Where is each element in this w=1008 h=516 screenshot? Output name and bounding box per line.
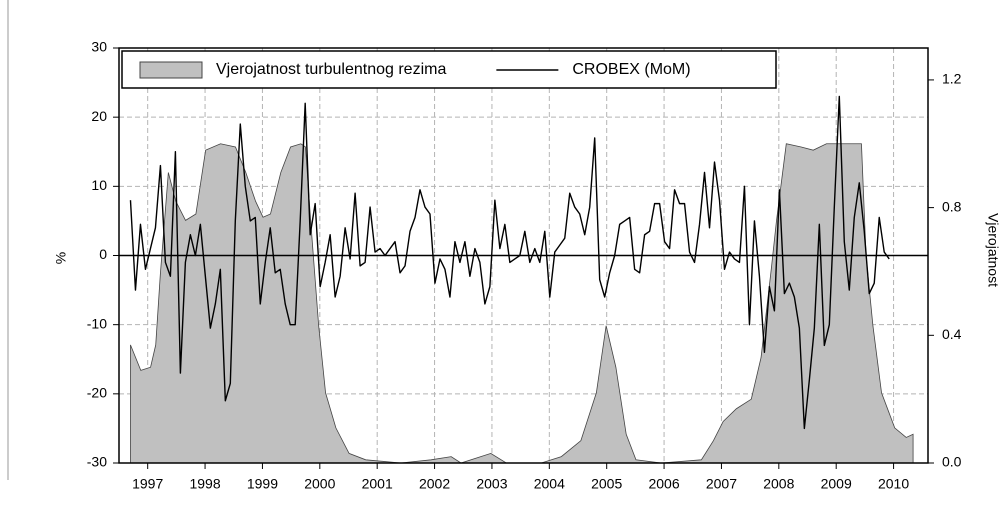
x-tick-label: 2005: [591, 476, 622, 492]
legend-box: [121, 50, 777, 89]
legend: Vjerojatnost turbulentnog rezima CROBEX (…: [121, 50, 777, 89]
y2-tick-label: 1.2: [942, 71, 962, 87]
x-tick-label: 2002: [419, 476, 450, 492]
x-tick-label: 2001: [362, 476, 393, 492]
x-tick-label: 2007: [706, 476, 737, 492]
y-tick-label: 10: [91, 177, 107, 193]
y-tick-label: -30: [87, 454, 107, 470]
y2-tick-label: 0.0: [942, 454, 962, 470]
y-axis-label: %: [53, 252, 69, 264]
legend-label: CROBEX (MoM): [572, 61, 690, 78]
y2-axis-label: Vjerojatnost: [985, 213, 1001, 287]
y2-tick-label: 0.8: [942, 198, 962, 214]
y2-tick-label: 0.4: [942, 326, 962, 342]
line: [129, 95, 890, 430]
x-tick-label: 2008: [763, 476, 794, 492]
y-tick-label: 0: [99, 246, 107, 262]
y-tick-label: -10: [87, 315, 107, 331]
x-tick-label: 2000: [304, 476, 335, 492]
legend-swatch: [139, 61, 203, 79]
x-tick-label: 2003: [476, 476, 507, 492]
y-tick-label: -20: [87, 385, 107, 401]
x-tick-label: 2004: [534, 476, 565, 492]
y-tick-label: 20: [91, 108, 107, 124]
legend-label: Vjerojatnost turbulentnog rezima: [216, 61, 446, 78]
x-tick-label: 1999: [247, 476, 278, 492]
area: [130, 143, 914, 464]
x-tick-label: 1997: [132, 476, 163, 492]
x-tick-label: 1998: [189, 476, 220, 492]
x-tick-label: 2006: [648, 476, 679, 492]
plot-frame: [118, 47, 929, 464]
x-tick-label: 2010: [878, 476, 909, 492]
y-tick-label: 30: [91, 39, 107, 55]
x-tick-label: 2009: [821, 476, 852, 492]
